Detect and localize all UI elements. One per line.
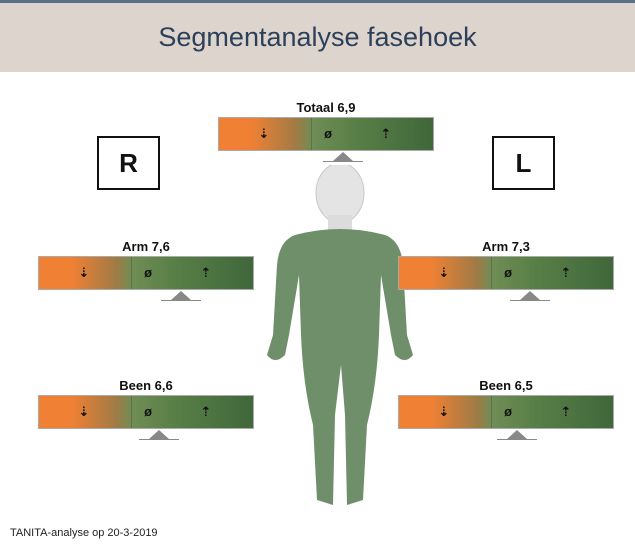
segment-label: Arm 7,3 bbox=[482, 239, 530, 254]
gauge-pointer-base bbox=[160, 300, 201, 301]
gauge-divider bbox=[131, 257, 133, 289]
segment-label: Totaal 6,9 bbox=[296, 100, 356, 115]
gauge-divider bbox=[491, 396, 493, 428]
segment-gauge: Been 6,5 ⇣ ø ⇡ bbox=[398, 378, 614, 448]
gauge-symbol: ø bbox=[144, 404, 153, 419]
gauge-symbol: ⇣ bbox=[438, 265, 450, 280]
gauge-pointer bbox=[333, 152, 354, 161]
gauge-pointer-base bbox=[496, 439, 537, 440]
gauge-pointer-base bbox=[323, 161, 364, 162]
gauge-symbol: ⇡ bbox=[560, 265, 572, 280]
segment-gauge: Been 6,6 ⇣ ø ⇡ bbox=[38, 378, 254, 448]
segment-gauge: Totaal 6,9 ⇣ ø ⇡ bbox=[218, 100, 434, 170]
gauge-pointer-base bbox=[509, 300, 550, 301]
gauge-symbol: ⇣ bbox=[258, 126, 270, 141]
body-figure bbox=[267, 165, 413, 505]
top-border bbox=[0, 0, 635, 3]
footer: TANITA-analyse op 20-3-2019 bbox=[10, 527, 158, 539]
gauge-symbol: ø bbox=[504, 404, 513, 419]
title: Segmentanalyse fasehoek bbox=[0, 3, 635, 72]
gauge-bar: ⇣ ø ⇡ bbox=[218, 117, 434, 151]
gauge-divider bbox=[131, 396, 133, 428]
gauge-symbol: ø bbox=[144, 265, 153, 280]
side-left: L bbox=[492, 136, 555, 190]
gauge-symbol: ⇣ bbox=[438, 404, 450, 419]
gauge-pointer bbox=[148, 430, 169, 439]
gauge-pointer bbox=[506, 430, 527, 439]
gauge-symbol: ⇡ bbox=[560, 404, 572, 419]
gauge-symbol: ⇣ bbox=[78, 265, 90, 280]
segment-label: Been 6,6 bbox=[119, 378, 173, 393]
gauge-symbol: ø bbox=[504, 265, 513, 280]
gauge-symbol: ⇡ bbox=[380, 126, 392, 141]
gauge-symbol: ⇡ bbox=[200, 404, 212, 419]
gauge-symbol: ⇡ bbox=[200, 265, 212, 280]
gauge-pointer bbox=[519, 291, 540, 300]
segment-gauge: Arm 7,3 ⇣ ø ⇡ bbox=[398, 239, 614, 309]
segment-label: Been 6,5 bbox=[479, 378, 533, 393]
gauge-pointer-base bbox=[138, 439, 179, 440]
gauge-bar: ⇣ ø ⇡ bbox=[38, 256, 254, 290]
gauge-symbol: ø bbox=[324, 126, 333, 141]
gauge-divider bbox=[311, 118, 313, 150]
gauge-bar: ⇣ ø ⇡ bbox=[398, 256, 614, 290]
segment-label: Arm 7,6 bbox=[122, 239, 170, 254]
gauge-divider bbox=[491, 257, 493, 289]
segment-gauge: Arm 7,6 ⇣ ø ⇡ bbox=[38, 239, 254, 309]
gauge-bar: ⇣ ø ⇡ bbox=[38, 395, 254, 429]
gauge-symbol: ⇣ bbox=[78, 404, 90, 419]
gauge-pointer bbox=[170, 291, 191, 300]
side-right: R bbox=[97, 136, 160, 190]
gauge-bar: ⇣ ø ⇡ bbox=[398, 395, 614, 429]
